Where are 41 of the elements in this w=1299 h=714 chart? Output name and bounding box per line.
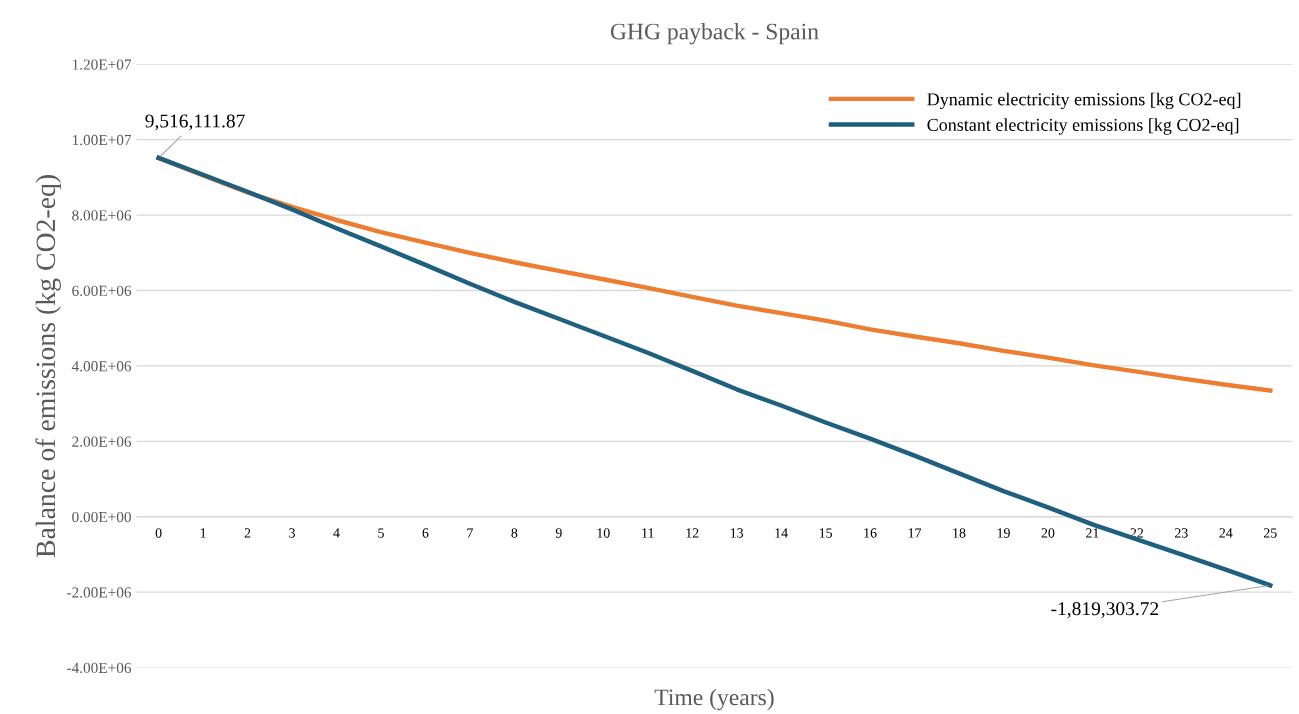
y-tick-label: 0.00E+00 [72,511,131,523]
x-tick-label: 3 [289,528,295,538]
x-tick-label: 10 [597,528,610,538]
y-tick-label: 1.20E+07 [72,59,132,70]
x-tick-label: 15 [819,528,833,538]
x-tick-label: 9 [555,528,562,538]
annotation: -1,819,303.72 [1051,602,1159,619]
legend-label: Constant electricity emissions [kg CO2-eq] [927,118,1239,135]
x-tick-label: 8 [511,528,518,538]
y-tick-label: 4.00E+06 [71,361,132,372]
x-tick-label: 25 [1263,528,1277,538]
x-tick-label: 7 [467,528,473,538]
x-tick-label: 13 [730,528,744,538]
x-tick-label: 14 [775,528,788,538]
x-axis-title: Time (years) [654,688,774,711]
x-tick-label: 24 [1219,528,1233,538]
x-tick-label: 12 [686,528,699,538]
y-tick-label: 1.00E+07 [72,134,132,146]
x-tick-label: 11 [642,528,654,538]
x-tick-label: 23 [1175,528,1188,538]
x-tick-label: 21 [1086,528,1099,538]
x-tick-label: 1 [200,528,206,538]
y-tick-label: 6.00E+06 [72,285,132,297]
x-tick-label: 5 [378,528,384,538]
annotation: 9,516,111.87 [145,114,245,131]
y-axis-title: Balance of emissions (kg CO2-eq) [35,175,61,558]
y-tick-label: 8.00E+06 [72,210,132,221]
x-tick-label: 2 [244,528,251,538]
x-tick-label: 16 [864,528,877,538]
x-tick-label: 4 [333,528,340,538]
y-tick-label: 2.00E+06 [72,436,132,447]
legend-label: Dynamic electricity emissions [kg CO2-eq] [927,92,1241,110]
x-tick-label: 0 [155,528,162,538]
x-tick-label: 19 [997,528,1010,538]
x-tick-label: 18 [953,528,966,538]
x-tick-label: 20 [1041,528,1055,538]
x-tick-label: 6 [422,528,429,538]
x-tick-label: 17 [908,528,922,538]
y-tick-label: -2.00E+06 [67,587,132,598]
chart-title: GHG payback - Spain [610,22,819,45]
y-tick-label: -4.00E+06 [67,662,132,674]
